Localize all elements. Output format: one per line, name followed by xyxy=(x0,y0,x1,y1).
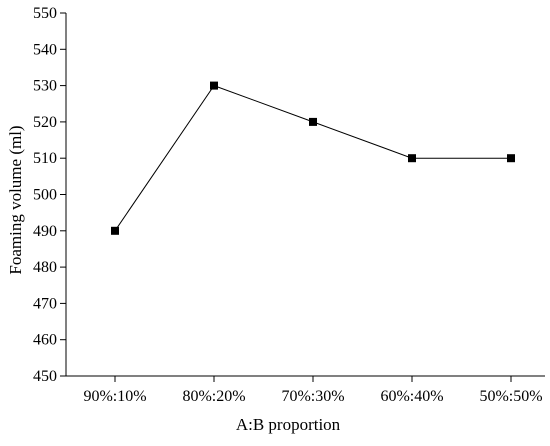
y-axis-ticks: 450 460 470 480 490 500 510 520 530 540 550 xyxy=(33,5,66,385)
series-line xyxy=(114,84,511,232)
x-axis-label: A:B proportion xyxy=(236,415,341,434)
x-tick-label: 80%:20% xyxy=(182,388,245,405)
data-point-marker xyxy=(507,154,515,163)
x-tick-label: 90%:10% xyxy=(83,388,146,405)
y-axis-label: Foaming volume (ml) xyxy=(6,125,25,274)
y-tick-label: 500 xyxy=(33,187,57,204)
data-point-marker xyxy=(408,154,416,163)
y-tick-label: 520 xyxy=(33,114,57,131)
y-tick-label: 530 xyxy=(33,78,57,95)
data-point-marker xyxy=(309,117,317,126)
y-tick-label: 470 xyxy=(33,295,57,312)
x-tick-label: 50%:50% xyxy=(479,388,542,405)
x-axis-ticks: 90%:10% 80%:20% 70%:30% 60%:40% 50%:50% xyxy=(83,376,543,405)
y-tick-label: 490 xyxy=(33,223,57,240)
x-tick-label: 60%:40% xyxy=(380,388,443,405)
y-tick-label: 460 xyxy=(33,332,57,349)
y-tick-label: 450 xyxy=(33,368,57,385)
y-tick-label: 550 xyxy=(33,5,57,22)
x-tick-label: 70%:30% xyxy=(281,388,344,405)
y-tick-label: 540 xyxy=(33,41,57,58)
y-tick-label: 480 xyxy=(33,259,57,276)
data-point-marker xyxy=(111,226,119,235)
y-tick-label: 510 xyxy=(33,150,57,167)
data-points xyxy=(111,81,515,235)
data-point-marker xyxy=(210,81,218,90)
